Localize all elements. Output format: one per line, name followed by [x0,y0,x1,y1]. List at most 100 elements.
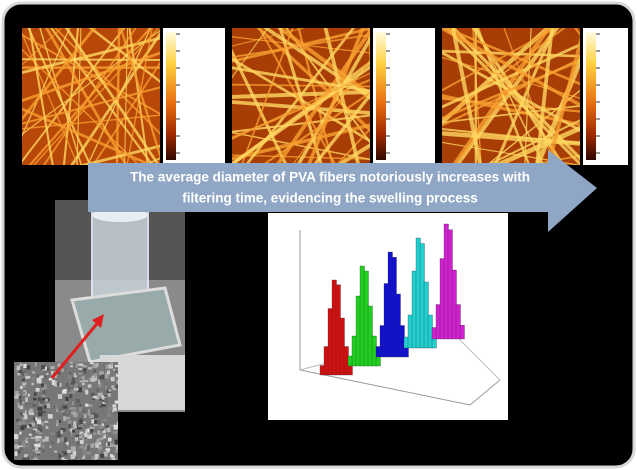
sem-grain [35,417,37,421]
sem-grain [19,363,22,365]
sem-grain [44,362,48,365]
sem-grain [114,411,119,414]
sem-grain [17,366,20,370]
sem-grain [78,421,81,425]
sem-grain [95,442,98,446]
sem-grain [112,404,116,407]
sem-grain [38,424,42,428]
sem-grain [34,392,37,395]
sem-grain [85,429,87,433]
sem-grain [114,425,119,430]
histogram-block [356,296,361,366]
histogram-block [368,306,373,366]
histogram-block [336,285,341,375]
histogram-block [440,259,445,340]
sem-grain [56,420,59,424]
sem-grain [36,455,39,458]
sem-grain [96,418,101,420]
sem-grain [78,363,83,366]
sem-grain [44,405,46,408]
sem-grain [59,383,61,387]
histogram-block [384,284,389,358]
histogram-block [348,356,353,366]
sem-grain [18,370,22,373]
sem-grain [74,384,78,388]
sem-grain [69,424,71,428]
sem-grain [113,431,118,434]
sem-grain [56,424,58,427]
sem-grain [84,408,86,410]
sem-grain [101,382,104,386]
sem-grain [22,392,25,395]
sem-grain [88,367,92,370]
sem-grain [20,386,22,389]
sem-grain [37,420,41,424]
sem-grain [87,446,90,451]
sem-grain [40,428,42,432]
sem-grain [63,416,66,421]
sem-grain [40,438,43,442]
sem-grain [59,407,64,410]
sem-grain [22,379,25,381]
sem-grain [73,412,76,415]
sem-grain [19,432,21,435]
sem-grain [20,426,24,430]
sem-grain [69,394,72,398]
sem-grain [79,407,81,411]
sem-grain [90,362,94,364]
sem-grain [57,382,60,386]
sem-grain [68,375,71,379]
sem-grain [91,393,95,396]
sem-grain [30,417,33,422]
sem-grain [27,457,29,460]
sem-grain [89,415,93,418]
sem-grain [93,396,97,398]
sem-grain [19,447,23,451]
sem-grain [24,454,28,457]
histogram-block [452,270,457,339]
sem-grain [57,452,60,454]
sem-grain [72,407,76,410]
sem-grain [32,423,35,427]
histogram-block [360,266,365,366]
sem-grain [80,370,83,373]
sem-grain [82,410,85,413]
sem-grain [74,421,76,426]
sem-grain [35,424,37,427]
sem-grain [107,413,112,417]
sem-grain [66,414,69,417]
sem-grain [108,389,111,391]
sem-grain [34,444,38,446]
sem-grain [96,363,98,367]
sem-grain [74,388,79,391]
histogram-block [380,326,385,358]
sem-grain [25,397,28,402]
sem-grain [90,409,92,412]
sem-grain [99,376,104,379]
sem-grain [41,365,45,370]
sem-grain [88,404,92,407]
sem-grain [67,450,71,453]
sem-grain [38,412,42,417]
sem-grain [22,401,25,405]
sem-grain [95,454,99,459]
sem-grain [30,409,33,414]
sem-grain [102,428,104,431]
sem-grain [84,414,86,418]
sem-grain [82,376,85,381]
sem-grain [25,376,30,379]
sem-grain [76,443,81,446]
sem-grain [102,418,107,422]
arrow-text: The average diameter of PVA fibers notor… [130,170,530,185]
sem-grain [79,404,82,406]
sem-grain [29,424,31,427]
sem-grain [99,371,104,374]
sem-grain [54,382,57,384]
sem-grain [93,432,96,435]
sem-grain [42,449,44,453]
sem-grain [83,455,85,457]
sem-grain [49,378,52,380]
sem-grain [64,438,67,443]
sem-grain [99,406,101,408]
sem-grain [71,441,74,443]
